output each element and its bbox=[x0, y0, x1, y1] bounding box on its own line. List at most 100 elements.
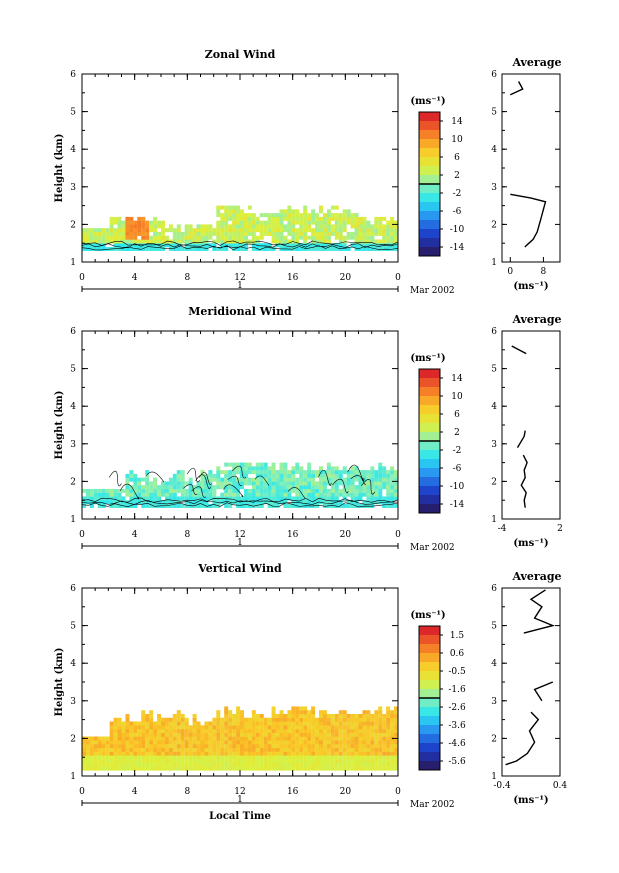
y-axis-label: Height (km) bbox=[54, 134, 65, 203]
day-label: 1 bbox=[237, 795, 243, 805]
y-tick-label: 3 bbox=[70, 440, 76, 450]
y-axis-label: Height (km) bbox=[54, 648, 65, 717]
x-tick-label: 12 bbox=[234, 787, 245, 797]
date-label: Mar 2002 bbox=[410, 800, 455, 810]
colorbar-tick-label: -5.6 bbox=[448, 757, 466, 767]
date-label: Mar 2002 bbox=[410, 543, 455, 553]
y-tick-label: 1 bbox=[70, 515, 76, 525]
heatmap-cells bbox=[82, 205, 399, 251]
avg-x-tick-label: 0 bbox=[507, 267, 513, 277]
colorbar-tick-label: 14 bbox=[451, 374, 463, 384]
contour-lines bbox=[81, 240, 399, 251]
avg-y-tick-label: 1 bbox=[491, 772, 497, 782]
y-tick-label: 6 bbox=[70, 327, 76, 337]
x-tick-label: 0 bbox=[79, 787, 85, 797]
avg-y-tick-label: 6 bbox=[491, 70, 497, 80]
x-tick-label: 4 bbox=[132, 273, 138, 283]
panel-title: Vertical Wind bbox=[197, 562, 282, 575]
y-tick-label: 5 bbox=[70, 622, 76, 632]
colorbar-tick-label: -10 bbox=[450, 482, 465, 492]
x-tick-label: 20 bbox=[340, 787, 352, 797]
x-tick-label: 8 bbox=[184, 530, 190, 540]
avg-y-tick-label: 3 bbox=[491, 440, 497, 450]
avg-y-tick-label: 5 bbox=[491, 365, 497, 375]
average-title: Average bbox=[511, 313, 561, 326]
average-panel: Average 1 2 3 4 5 6 0 8 (ms⁻¹) bbox=[491, 56, 561, 292]
average-profile-line bbox=[510, 193, 547, 248]
x-tick-label: 0 bbox=[395, 530, 401, 540]
y-axis-label: Height (km) bbox=[54, 391, 65, 460]
colorbar-tick-label: 1.5 bbox=[450, 631, 465, 641]
avg-x-label: (ms⁻¹) bbox=[513, 281, 548, 292]
average-panel: Average 1 2 3 4 5 6 -0.4 0.4 (ms⁻¹) bbox=[491, 570, 567, 806]
average-title: Average bbox=[511, 570, 561, 583]
x-tick-label: 12 bbox=[234, 273, 245, 283]
x-tick-label: 8 bbox=[184, 273, 190, 283]
colorbar-tick-label: -2.6 bbox=[448, 703, 466, 713]
avg-y-tick-label: 1 bbox=[491, 515, 497, 525]
avg-x-label: (ms⁻¹) bbox=[513, 795, 548, 806]
x-axis-label: Local Time bbox=[209, 811, 271, 822]
colorbar-tick-label: 10 bbox=[451, 135, 463, 145]
average-title: Average bbox=[511, 56, 561, 69]
x-tick-label: 16 bbox=[287, 787, 299, 797]
y-tick-label: 5 bbox=[70, 108, 76, 118]
y-tick-label: 3 bbox=[70, 183, 76, 193]
avg-y-tick-label: 1 bbox=[491, 258, 497, 268]
x-tick-label: 0 bbox=[79, 273, 85, 283]
x-tick-label: 0 bbox=[395, 787, 401, 797]
colorbar: 14 10 6 2 -2 -6 -10 -14 bbox=[418, 111, 465, 257]
avg-y-tick-label: 2 bbox=[491, 734, 497, 744]
avg-x-tick-label: -4 bbox=[498, 524, 507, 534]
average-profile-line bbox=[510, 81, 524, 96]
y-tick-label: 6 bbox=[70, 584, 76, 594]
day-label: 1 bbox=[237, 538, 243, 548]
x-tick-label: 20 bbox=[340, 530, 352, 540]
average-profile-line bbox=[505, 711, 540, 766]
x-tick-label: 16 bbox=[287, 530, 299, 540]
colorbar-tick-label: -6 bbox=[453, 207, 462, 217]
avg-y-tick-label: 2 bbox=[491, 220, 497, 230]
heatmap-cells bbox=[82, 706, 399, 771]
colorbar-unit: (ms⁻¹) bbox=[410, 353, 445, 364]
y-tick-label: 1 bbox=[70, 772, 76, 782]
avg-x-tick-label: -0.4 bbox=[493, 781, 511, 791]
average-profile-line bbox=[523, 589, 556, 634]
y-tick-label: 4 bbox=[70, 659, 76, 669]
colorbar-tick-label: 2 bbox=[454, 428, 460, 438]
x-tick-label: 0 bbox=[395, 273, 401, 283]
avg-y-tick-label: 3 bbox=[491, 697, 497, 707]
avg-x-tick-label: 0.4 bbox=[553, 781, 568, 791]
colorbar-tick-label: -2 bbox=[453, 189, 462, 199]
avg-x-label: (ms⁻¹) bbox=[513, 538, 548, 549]
colorbar-tick-label: -10 bbox=[450, 225, 465, 235]
avg-y-tick-label: 2 bbox=[491, 477, 497, 487]
average-profile-line bbox=[511, 345, 527, 355]
y-tick-label: 4 bbox=[70, 145, 76, 155]
colorbar-tick-label: 2 bbox=[454, 171, 460, 181]
avg-y-tick-label: 6 bbox=[491, 584, 497, 594]
contour-lines bbox=[81, 464, 399, 508]
avg-y-tick-label: 3 bbox=[491, 183, 497, 193]
colorbar-tick-label: 14 bbox=[451, 117, 463, 127]
colorbar-tick-label: 0.6 bbox=[450, 649, 465, 659]
average-profile-line bbox=[520, 454, 528, 508]
avg-x-tick-label: 8 bbox=[541, 267, 547, 277]
avg-x-tick-label: 2 bbox=[557, 524, 563, 534]
colorbar-tick-label: -14 bbox=[450, 500, 465, 510]
avg-y-tick-label: 4 bbox=[491, 145, 497, 155]
heatmap-cells bbox=[82, 462, 399, 508]
colorbar-tick-label: -2 bbox=[453, 446, 462, 456]
colorbar: 1.5 0.6 -0.5 -1.6 -2.6 -3.6 -4.6 -5.6 bbox=[418, 625, 466, 771]
x-tick-label: 8 bbox=[184, 787, 190, 797]
y-tick-label: 1 bbox=[70, 258, 76, 268]
y-tick-label: 6 bbox=[70, 70, 76, 80]
colorbar-tick-label: -0.5 bbox=[448, 667, 466, 677]
average-frame bbox=[501, 330, 561, 520]
average-profile-line bbox=[516, 430, 526, 448]
x-tick-label: 4 bbox=[132, 530, 138, 540]
avg-y-tick-label: 4 bbox=[491, 402, 497, 412]
